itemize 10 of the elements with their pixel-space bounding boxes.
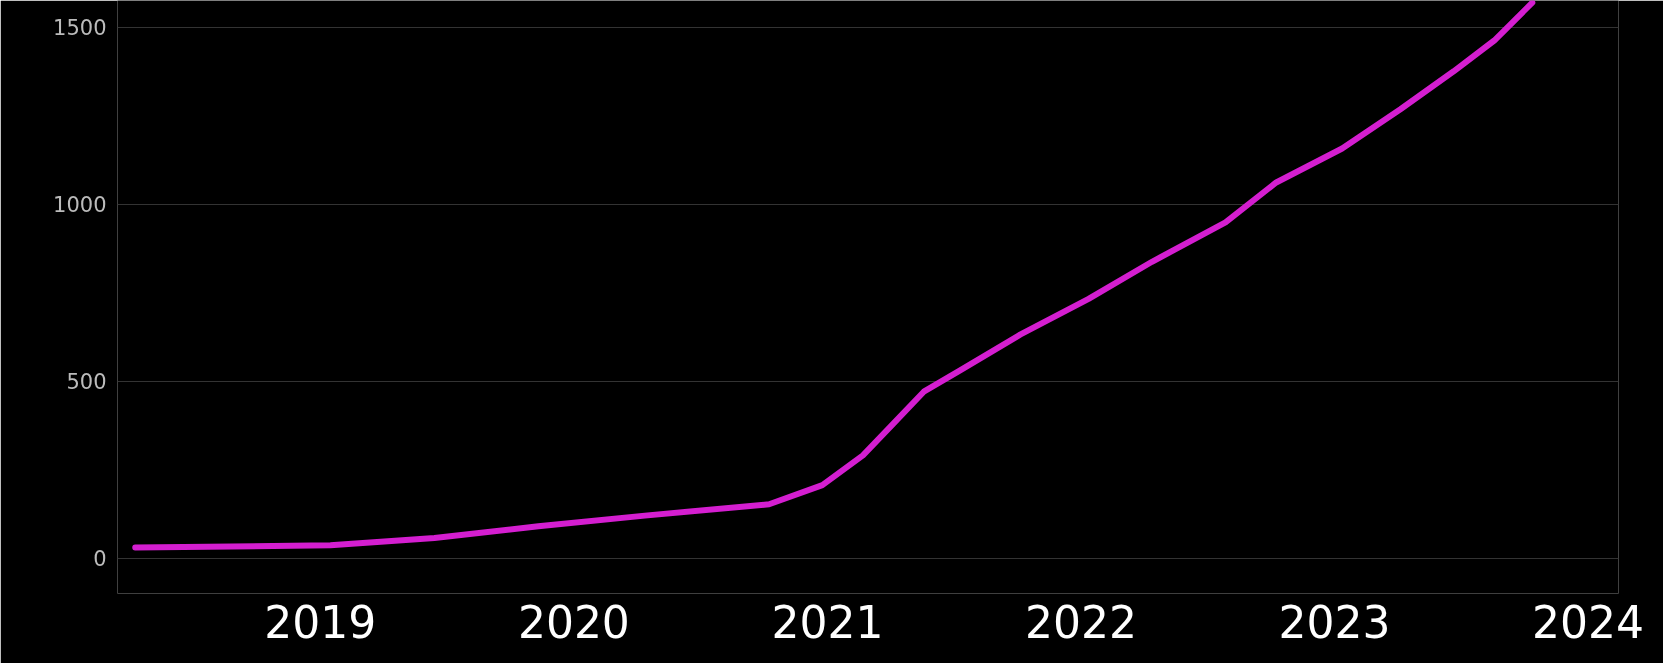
y-tick-label: 500: [66, 370, 107, 395]
x-tick-label: 2019: [264, 596, 377, 648]
y-tick-label: 1500: [53, 16, 107, 41]
x-tick-label: 2023: [1278, 596, 1391, 648]
y-tick-label: 1000: [53, 193, 107, 218]
y-tick-label: 0: [93, 547, 107, 572]
x-tick-label: 2020: [517, 596, 630, 648]
x-tick-label: 2021: [771, 596, 884, 648]
x-tick-label: 2022: [1024, 596, 1137, 648]
x-tick-label: 2024: [1532, 596, 1645, 648]
